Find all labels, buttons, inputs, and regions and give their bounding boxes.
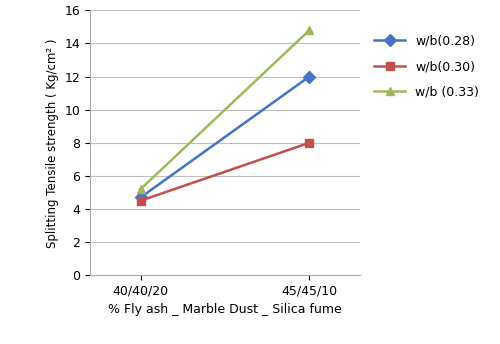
w/b(0.28) — [306, 75, 312, 79]
Legend: w/b(0.28), w/b(0.30), w/b (0.33): w/b(0.28), w/b(0.30), w/b (0.33) — [369, 30, 484, 104]
Line: w/b(0.30): w/b(0.30) — [136, 139, 314, 205]
w/b (0.33) — [138, 187, 143, 191]
Line: w/b (0.33): w/b (0.33) — [136, 26, 314, 193]
Line: w/b(0.28): w/b(0.28) — [136, 72, 314, 202]
w/b(0.30) — [138, 198, 143, 203]
w/b(0.28) — [138, 195, 143, 200]
w/b (0.33) — [306, 28, 312, 32]
Y-axis label: Splitting Tensile strength ( Kg/cm² ): Splitting Tensile strength ( Kg/cm² ) — [46, 38, 59, 248]
X-axis label: % Fly ash _ Marble Dust _ Silica fume: % Fly ash _ Marble Dust _ Silica fume — [108, 303, 342, 316]
w/b(0.30) — [306, 141, 312, 145]
